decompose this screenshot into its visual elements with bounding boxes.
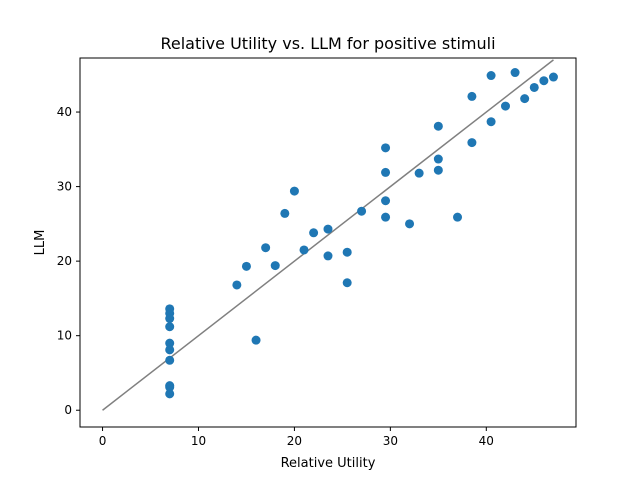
data-point [529, 82, 539, 92]
data-point [433, 121, 443, 131]
data-point [270, 261, 280, 271]
x-tick-label: 40 [479, 434, 494, 448]
data-point [539, 76, 549, 86]
data-point [165, 389, 175, 399]
data-point [299, 245, 309, 255]
data-point [453, 212, 463, 222]
x-axis-label: Relative Utility [281, 456, 376, 471]
data-point [486, 117, 496, 127]
fit-layer [102, 59, 554, 411]
y-tick-label: 30 [57, 180, 72, 194]
data-point [520, 94, 530, 104]
data-point [165, 345, 175, 355]
y-axis-ticks: 0 10 20 30 40 [57, 105, 80, 417]
data-point [467, 91, 477, 101]
data-point [381, 212, 391, 222]
points-layer [165, 68, 558, 399]
data-point [232, 280, 242, 290]
data-point [381, 196, 391, 206]
data-point [548, 72, 558, 82]
data-point [357, 206, 367, 216]
data-point [165, 322, 175, 332]
data-point [433, 154, 443, 164]
plot-frame [79, 57, 577, 428]
data-point [241, 261, 251, 271]
y-tick-label: 0 [64, 403, 72, 417]
x-axis-ticks: 0 10 20 30 40 [99, 427, 494, 448]
data-point [342, 247, 352, 257]
data-point [280, 208, 290, 218]
data-point [433, 165, 443, 175]
y-tick-label: 40 [57, 105, 72, 119]
data-point [289, 186, 299, 196]
data-point [309, 228, 319, 238]
data-point [381, 167, 391, 177]
data-point [500, 101, 510, 111]
chart-title: Relative Utility vs. LLM for positive st… [160, 34, 495, 53]
data-point [261, 243, 271, 253]
data-point [165, 382, 175, 392]
data-point [165, 314, 175, 324]
x-tick-label: 20 [287, 434, 302, 448]
x-tick-label: 0 [99, 434, 107, 448]
data-point [405, 219, 415, 229]
data-point [381, 143, 391, 153]
x-tick-label: 30 [383, 434, 398, 448]
data-point [467, 138, 477, 148]
data-point [323, 251, 333, 261]
x-tick-label: 10 [191, 434, 206, 448]
fit-line [102, 59, 554, 411]
y-tick-label: 10 [57, 329, 72, 343]
data-point [165, 355, 175, 365]
data-point [414, 168, 424, 178]
y-tick-label: 20 [57, 254, 72, 268]
data-point [510, 68, 520, 78]
data-point [165, 338, 175, 348]
data-point [486, 71, 496, 81]
data-point [342, 278, 352, 288]
y-axis-label: LLM [33, 230, 48, 256]
data-point [251, 335, 261, 345]
data-point [323, 224, 333, 234]
